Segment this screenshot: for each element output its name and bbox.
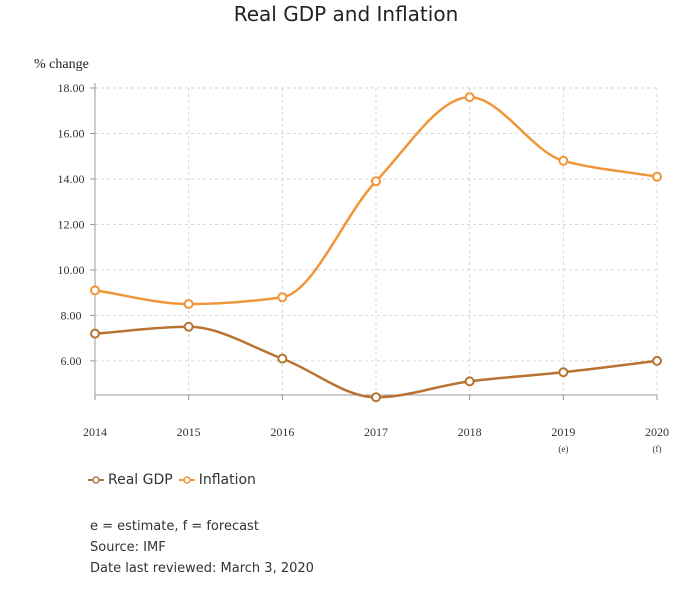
- data-point-inflation[interactable]: [558, 155, 569, 166]
- series-lines: [90, 92, 662, 403]
- x-tick-label: 2019: [551, 425, 575, 439]
- data-point-inflation[interactable]: [371, 176, 381, 187]
- data-point-inflation[interactable]: [277, 292, 288, 303]
- data-point-real-gdp[interactable]: [464, 376, 475, 387]
- y-tick-label: 6.00: [61, 354, 82, 368]
- y-tick-label: 18.00: [58, 81, 85, 95]
- legend-inflation-label: Inflation: [198, 472, 256, 488]
- notes-estimate-forecast: e = estimate, f = forecast: [90, 519, 259, 534]
- chart-title: Real GDP and Inflation: [233, 2, 459, 26]
- data-point-inflation[interactable]: [652, 171, 662, 182]
- legend-item-real-gdp[interactable]: Real GDP: [88, 472, 173, 488]
- data-point-inflation[interactable]: [183, 299, 194, 310]
- axes: [90, 83, 658, 400]
- notes-date-reviewed: Date last reviewed: March 3, 2020: [90, 561, 314, 576]
- legend-item-inflation[interactable]: Inflation: [178, 472, 256, 488]
- chart-notes: e = estimate, f = forecast Source: IMF D…: [90, 516, 314, 579]
- x-tick-label: 2016: [270, 425, 294, 439]
- legend-real-gdp-label: Real GDP: [108, 472, 173, 488]
- legend-inflation-marker-icon: [178, 476, 195, 484]
- x-tick-note: (f): [653, 444, 662, 454]
- data-point-real-gdp[interactable]: [371, 392, 381, 403]
- chart-legend: Real GDP Inflation: [88, 472, 262, 488]
- x-tick-labels: 2014 2015 2016 2017 2018 2019 (e) 2020 (f): [83, 425, 669, 454]
- x-tick-label: 2018: [458, 425, 482, 439]
- grid-lines: [94, 87, 658, 395]
- x-tick-label: 2015: [177, 425, 201, 439]
- data-point-inflation[interactable]: [90, 285, 100, 296]
- x-tick-note: (e): [558, 444, 568, 454]
- legend-real-gdp-marker-icon: [88, 476, 104, 484]
- notes-source: Source: IMF: [90, 540, 166, 555]
- x-tick-label: 2017: [364, 425, 388, 439]
- y-tick-label: 8.00: [61, 308, 82, 322]
- y-tick-label: 10.00: [58, 263, 85, 277]
- series-line-inflation: [94, 95, 658, 306]
- data-point-inflation[interactable]: [464, 92, 475, 103]
- series-line-real-gdp: [94, 325, 658, 399]
- data-point-real-gdp[interactable]: [90, 328, 100, 339]
- data-point-real-gdp[interactable]: [652, 355, 662, 366]
- line-chart: % change 6.00 8.00 10.00 12.00 14.00 16.00 18.…: [34, 57, 669, 454]
- x-tick-label: 2020: [645, 425, 669, 439]
- y-tick-label: 16.00: [58, 126, 85, 140]
- y-axis-label: % change: [34, 57, 89, 72]
- y-tick-labels: 6.00 8.00 10.00 12.00 14.00 16.00 18.00: [58, 81, 85, 368]
- y-tick-label: 14.00: [58, 172, 85, 186]
- data-point-real-gdp[interactable]: [277, 353, 288, 364]
- y-tick-label: 12.00: [58, 217, 85, 231]
- x-tick-label: 2014: [83, 425, 107, 439]
- data-point-real-gdp[interactable]: [558, 367, 569, 378]
- data-point-real-gdp[interactable]: [183, 321, 194, 332]
